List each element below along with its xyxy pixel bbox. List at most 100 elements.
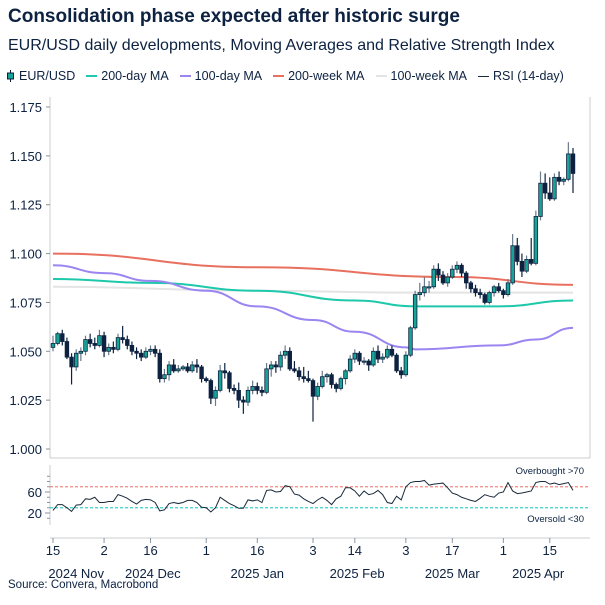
candle-body bbox=[83, 339, 88, 352]
candle-body bbox=[440, 274, 446, 284]
candle-body bbox=[403, 354, 409, 376]
line-swatch-icon bbox=[179, 75, 191, 77]
candle bbox=[190, 361, 195, 373]
candle-body bbox=[180, 366, 186, 370]
candle-body bbox=[194, 364, 200, 368]
candle bbox=[570, 148, 576, 193]
candle-body bbox=[157, 352, 162, 380]
candle-body bbox=[208, 380, 214, 399]
candle-body bbox=[473, 288, 478, 294]
candle-body bbox=[459, 264, 464, 274]
candle bbox=[412, 290, 418, 330]
candle bbox=[129, 341, 135, 356]
x-month-label: 2025 Jan bbox=[231, 566, 285, 581]
candle-body bbox=[162, 374, 167, 380]
candle bbox=[440, 271, 446, 285]
candle bbox=[524, 255, 529, 274]
candle-body bbox=[352, 352, 357, 360]
candle bbox=[357, 351, 362, 365]
candle-body bbox=[357, 352, 362, 362]
candle bbox=[106, 343, 111, 356]
candle bbox=[255, 382, 260, 395]
candle-body bbox=[64, 341, 70, 358]
candle-body bbox=[190, 364, 195, 372]
x-month-label: 2025 Mar bbox=[425, 566, 481, 581]
x-tick-label: 2 bbox=[100, 543, 107, 558]
candle-body bbox=[278, 354, 283, 368]
candle bbox=[352, 349, 357, 364]
candle-body bbox=[227, 372, 232, 389]
candle bbox=[180, 364, 186, 371]
x-tick-label: 3 bbox=[402, 543, 409, 558]
candle-body bbox=[139, 352, 144, 358]
candle-body bbox=[566, 153, 571, 180]
candle-body bbox=[412, 294, 418, 329]
x-tick-label: 1 bbox=[203, 543, 210, 558]
candle-body bbox=[148, 348, 153, 352]
candle-body bbox=[510, 245, 515, 284]
candle bbox=[459, 263, 464, 278]
candle-body bbox=[204, 378, 209, 382]
candle bbox=[125, 335, 130, 350]
candle-body bbox=[292, 368, 297, 372]
candle bbox=[222, 363, 227, 379]
candle-body bbox=[78, 350, 84, 354]
candle bbox=[171, 359, 176, 373]
candle-body bbox=[166, 364, 172, 376]
candle bbox=[491, 284, 497, 297]
candle-body bbox=[87, 339, 93, 344]
candle bbox=[347, 355, 353, 373]
candle bbox=[403, 351, 409, 377]
candle-body bbox=[468, 282, 474, 290]
candle-body bbox=[60, 333, 65, 342]
candle-body bbox=[55, 333, 60, 344]
candle-body bbox=[464, 272, 469, 284]
legend-label: 100-week MA bbox=[390, 69, 467, 83]
candle-body bbox=[454, 264, 460, 270]
candle bbox=[366, 359, 371, 371]
legend-item-200-day-ma: 200-day MA bbox=[86, 69, 169, 83]
candle bbox=[231, 384, 237, 395]
candle bbox=[389, 345, 395, 358]
candle-body bbox=[185, 366, 190, 372]
candle-body bbox=[199, 366, 204, 380]
ma-line-200-week-ma bbox=[52, 252, 574, 286]
candle-body bbox=[445, 276, 450, 284]
candle-body bbox=[222, 370, 227, 374]
candle bbox=[552, 173, 557, 201]
candle bbox=[533, 210, 539, 266]
candle-body bbox=[171, 364, 176, 372]
ma-line-100-week-ma bbox=[52, 285, 573, 294]
candle-body bbox=[371, 350, 376, 366]
candle-body bbox=[255, 386, 260, 391]
candle-body bbox=[519, 260, 525, 272]
line-swatch-icon bbox=[273, 75, 285, 77]
candle bbox=[487, 290, 492, 305]
x-tick-label: 14 bbox=[348, 543, 362, 558]
candle bbox=[250, 380, 255, 395]
candle bbox=[166, 361, 172, 381]
candle-icon bbox=[7, 70, 14, 82]
candle bbox=[464, 271, 469, 289]
candle-body bbox=[361, 360, 367, 363]
candle-body bbox=[74, 352, 79, 368]
candle bbox=[74, 349, 79, 371]
y-tick-label: 1.125 bbox=[9, 198, 42, 213]
candle bbox=[454, 261, 460, 274]
candle bbox=[505, 278, 511, 297]
x-tick-label: 16 bbox=[250, 543, 264, 558]
candle-body bbox=[515, 245, 520, 262]
candle bbox=[468, 280, 474, 293]
candle bbox=[264, 363, 269, 395]
candle-body bbox=[231, 388, 237, 391]
candle bbox=[422, 277, 427, 297]
candle bbox=[278, 351, 283, 371]
x-month-label: 2025 Apr bbox=[512, 566, 565, 581]
legend-item-rsi: RSI (14-day) bbox=[477, 69, 564, 83]
candle-body bbox=[380, 356, 385, 360]
legend-item-100-week-ma: 100-week MA bbox=[375, 69, 467, 83]
y-tick-label: 1.025 bbox=[9, 393, 42, 408]
candle-body bbox=[152, 348, 158, 354]
oversold-label: Oversold <30 bbox=[527, 514, 584, 525]
